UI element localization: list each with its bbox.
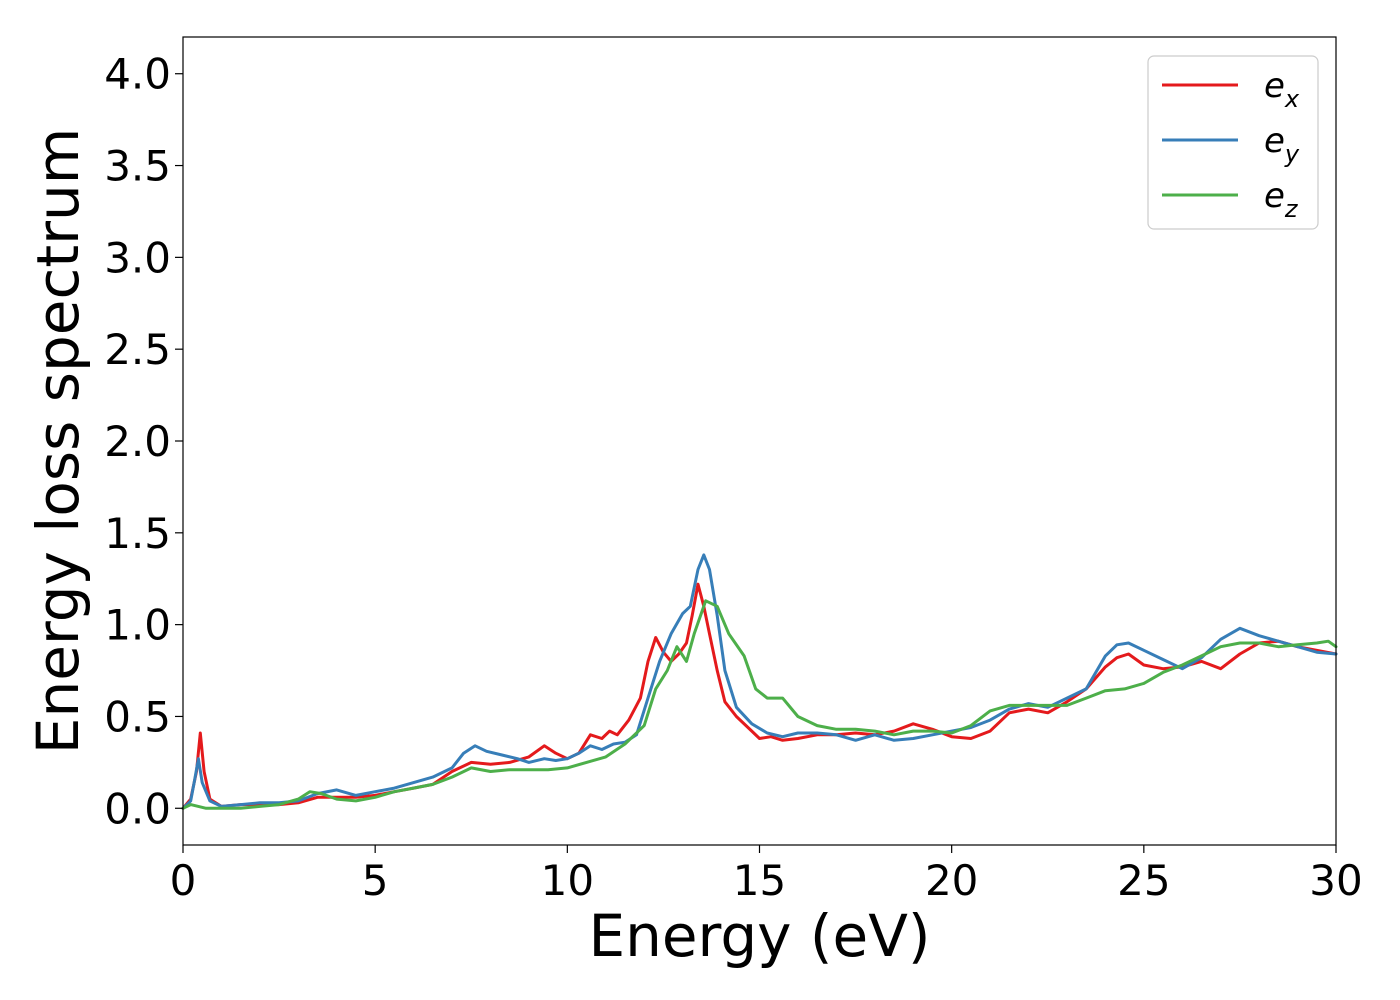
x-tick-label: 25	[1117, 856, 1170, 905]
y-tick-label: 0.0	[104, 784, 171, 833]
x-tick-label: 5	[362, 856, 389, 905]
y-axis: 0.0 0.5 1.0 1.5 2.0 2.5 3.0 3.5 4.0	[104, 50, 183, 833]
legend-label-x: ex	[1264, 66, 1300, 113]
series-line-z	[181, 599, 1338, 810]
y-tick-label: 3.0	[104, 233, 171, 282]
plot-area	[183, 37, 1336, 845]
y-tick-label: 2.5	[104, 325, 171, 374]
x-tick-label: 30	[1309, 856, 1362, 905]
legend-label-z: ez	[1264, 176, 1299, 223]
y-tick-label: 2.0	[104, 417, 171, 466]
legend-box	[1147, 55, 1319, 230]
x-tick-label: 15	[733, 856, 786, 905]
y-tick-label: 3.5	[104, 142, 171, 191]
x-tick-label: 10	[541, 856, 594, 905]
y-tick-label: 1.5	[104, 509, 171, 558]
y-tick-label: 0.5	[104, 692, 171, 741]
series-line-x	[181, 582, 1338, 810]
series-layer	[181, 553, 1338, 810]
legend: ex ey ez	[1147, 55, 1319, 230]
x-axis: 0 5 10 15 20 25 30	[170, 845, 1363, 905]
x-axis-title: Energy (eV)	[588, 902, 930, 970]
x-tick-label: 0	[170, 856, 197, 905]
y-tick-label: 4.0	[104, 50, 171, 99]
y-axis-title: Energy loss spectrum	[24, 128, 92, 754]
series-line-y	[181, 553, 1338, 810]
y-tick-label: 1.0	[104, 601, 171, 650]
legend-label-y: ey	[1264, 121, 1300, 168]
x-tick-label: 20	[925, 856, 978, 905]
